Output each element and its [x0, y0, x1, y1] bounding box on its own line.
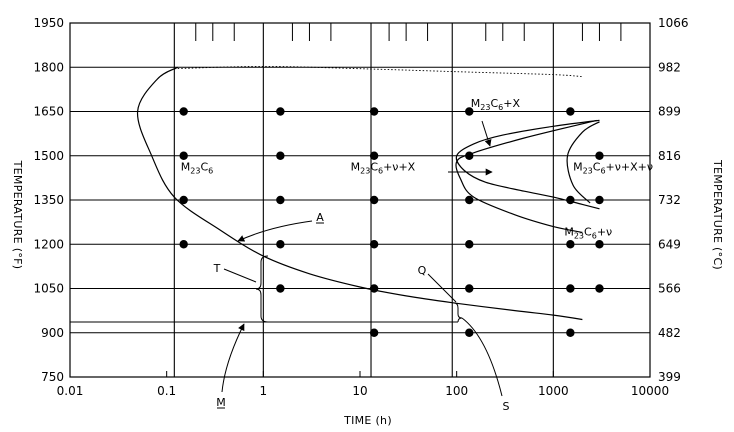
data-point — [595, 151, 604, 160]
y-left-tick-label: 1350 — [33, 193, 64, 207]
callout-t-label: T — [213, 262, 221, 275]
grid-lines — [69, 23, 651, 377]
x-tick-label: 0.01 — [57, 384, 84, 398]
data-point — [276, 240, 285, 249]
curve-nu-x-outer — [455, 119, 600, 210]
data-point — [276, 195, 285, 205]
callout-t-leader — [223, 268, 257, 283]
y-right-tick-label: 1066 — [658, 16, 689, 30]
y-left-tick-label: 750 — [41, 370, 64, 384]
data-point — [465, 195, 474, 205]
y-right-tick-label: 732 — [658, 193, 681, 207]
data-point — [566, 240, 575, 249]
callout-m-arrow — [221, 323, 245, 393]
curve-nu-x-loop — [455, 119, 597, 233]
callout-m-label: M — [216, 396, 226, 409]
bracket-t — [255, 255, 269, 323]
y-right-tick-label: 982 — [658, 60, 681, 74]
region-label-m23c6-nu-x-nu: M23C6+ν+X+ν — [573, 161, 653, 176]
y-right-tick-label: 649 — [658, 237, 681, 251]
data-point — [369, 195, 379, 205]
data-point — [595, 195, 604, 205]
y-right-tick-label: 482 — [658, 326, 681, 340]
region-label-m23c6-x: M23C6+X — [471, 97, 521, 112]
y-left-tick-label: 1650 — [33, 105, 64, 119]
data-point — [179, 107, 188, 116]
data-point — [179, 195, 188, 205]
data-point — [179, 151, 188, 160]
data-point — [465, 151, 474, 160]
region-arrow-down — [481, 120, 492, 147]
data-point — [369, 284, 379, 293]
data-point — [369, 107, 379, 116]
phase-curves — [136, 65, 600, 321]
y-right-tick-label: 566 — [658, 282, 681, 296]
plot-frame — [69, 22, 651, 378]
data-point — [369, 151, 379, 160]
region-label-m23c6-nu: M23C6+ν — [564, 225, 612, 240]
curve-dashed-top — [174, 65, 583, 78]
data-point — [276, 107, 285, 116]
callout-a-arrow — [237, 220, 313, 242]
x-tick-label: 100 — [445, 384, 468, 398]
x-tick-label: 0.1 — [157, 384, 176, 398]
y-left-tick-label: 1800 — [33, 60, 64, 74]
curve-nu-x-nu-nose — [566, 121, 600, 204]
y-axis-left-title: TEMPERATURE (°F) — [11, 160, 24, 270]
region-label-m23c6-nu-x: M23C6+ν+X — [351, 161, 416, 176]
data-point — [276, 151, 285, 160]
data-point — [179, 240, 188, 249]
data-points — [179, 107, 604, 337]
data-point — [595, 284, 604, 293]
data-point — [566, 107, 575, 116]
data-point — [595, 240, 604, 249]
y-right-tick-label: 399 — [658, 370, 681, 384]
x-tick-label: 10000 — [631, 384, 669, 398]
annotations: A T M Q S — [70, 120, 510, 413]
y-left-tick-label: 1950 — [33, 16, 64, 30]
data-point — [369, 328, 379, 337]
data-point — [276, 284, 285, 293]
x-tick-label: 10 — [352, 384, 367, 398]
data-point — [566, 328, 575, 337]
bracket-s — [453, 302, 463, 323]
callout-q-label: Q — [418, 264, 427, 277]
data-point — [369, 240, 379, 249]
callout-a-label: A — [316, 211, 324, 224]
x-tick-label: 1 — [260, 384, 268, 398]
curve-m23c6-nose — [136, 66, 583, 321]
y-left-tick-label: 1050 — [33, 282, 64, 296]
callout-s-label: S — [503, 400, 510, 413]
y-left-tick-label: 1500 — [33, 149, 64, 163]
y-right-tick-label: 816 — [658, 149, 681, 163]
data-point — [566, 195, 575, 205]
y-axis-right-title: TEMPERATURE (°C) — [711, 159, 724, 270]
data-point — [566, 284, 575, 293]
x-tick-label: 1000 — [538, 384, 569, 398]
data-point — [465, 328, 474, 337]
region-label-m23c6: M23C6 — [181, 161, 213, 176]
x-axis-title: TIME (h) — [343, 414, 392, 427]
y-left-tick-label: 1200 — [33, 237, 64, 251]
callout-q-leader — [427, 273, 457, 303]
data-point — [465, 284, 474, 293]
y-left-tick-label: 900 — [41, 326, 64, 340]
tick-labels: 0.01 0.1 1 10 100 1000 10000 750 900 1050 1200 1350… — [33, 16, 688, 398]
y-right-tick-label: 899 — [658, 105, 681, 119]
callout-s-leader — [461, 317, 503, 397]
data-point — [465, 240, 474, 249]
region-labels: M23C6 M23C6+ν+X M23C6+X M23C6+ν+X+ν M23C6+ν — [181, 97, 653, 240]
data-point — [465, 107, 474, 116]
